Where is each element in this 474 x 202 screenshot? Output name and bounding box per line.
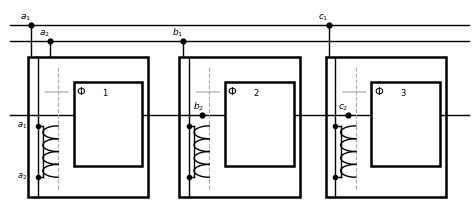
Bar xyxy=(326,57,446,197)
Bar xyxy=(28,57,148,197)
Text: 2: 2 xyxy=(253,89,258,99)
Text: $a_2$: $a_2$ xyxy=(39,28,50,39)
Text: 1: 1 xyxy=(102,89,107,99)
Text: $a_1$: $a_1$ xyxy=(20,12,31,23)
Text: $a_2$: $a_2$ xyxy=(17,172,27,182)
Text: $a_1$: $a_1$ xyxy=(17,121,27,131)
Text: 3: 3 xyxy=(400,89,405,99)
Text: $c_1$: $c_1$ xyxy=(318,12,328,23)
Bar xyxy=(372,82,440,166)
Text: $\Phi$: $\Phi$ xyxy=(76,85,86,97)
Text: $b_1$: $b_1$ xyxy=(173,26,183,39)
Bar xyxy=(225,82,293,166)
Bar xyxy=(179,57,300,197)
Text: $\Phi$: $\Phi$ xyxy=(374,85,384,97)
Text: $\Phi$: $\Phi$ xyxy=(228,85,237,97)
Text: $b_2$: $b_2$ xyxy=(193,101,204,113)
Text: $c_2$: $c_2$ xyxy=(338,103,348,113)
Bar xyxy=(73,82,142,166)
